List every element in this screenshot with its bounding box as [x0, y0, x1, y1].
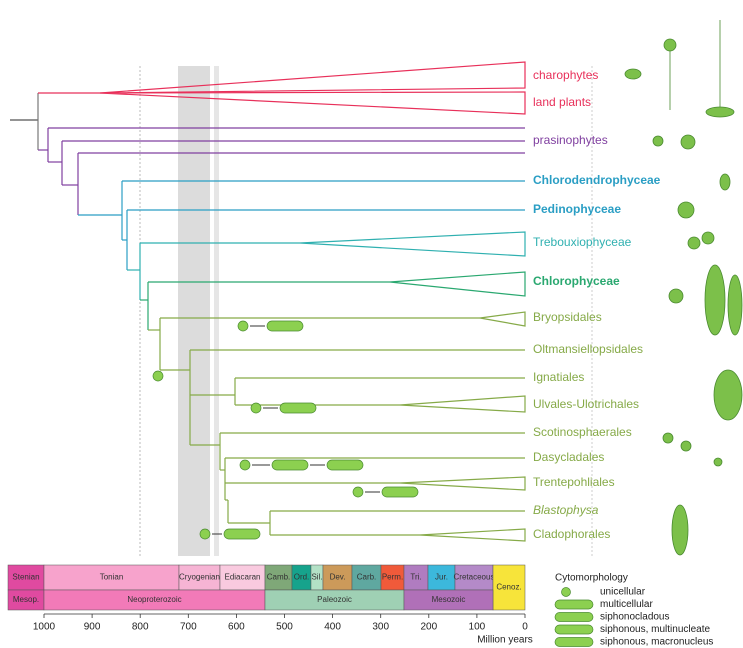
cryogenian-band [178, 66, 210, 556]
illustrations [624, 20, 743, 556]
period-box [43, 564, 180, 591]
period-box [178, 564, 221, 591]
axis-label: Million years [477, 635, 533, 646]
period-box [454, 564, 494, 591]
cryogenian-band-2 [214, 66, 219, 556]
period-label: Cryogenian [179, 573, 220, 582]
period-label: Perm. [382, 573, 403, 582]
tick-label: 800 [132, 622, 149, 633]
cytomorph-icon [381, 486, 419, 498]
tick-label: 300 [372, 622, 389, 633]
period-box [219, 564, 266, 591]
period-label: Carb. [357, 573, 377, 582]
clade-label: prasinophytes [533, 133, 608, 147]
clade-label: Chlorodendrophyceae [533, 173, 661, 187]
period-box [403, 564, 429, 591]
period-label: Ediacaran [224, 573, 260, 582]
clade-label: Ulvales-Ulotrichales [533, 397, 639, 411]
collapsed-clade [399, 476, 526, 491]
era-label: Mesop. [13, 595, 39, 604]
cytomorph-icon [223, 528, 261, 540]
clade-label: Blastophysa [533, 503, 599, 517]
timescale: Stenian Tonian Cryogenian Ediacaran Camb. Ord… [7, 564, 526, 611]
collapsed-clade [299, 231, 526, 257]
period-label: Cenoz. [496, 583, 521, 592]
cytomorph-icon [266, 320, 304, 332]
cytomorph-icon [199, 528, 211, 540]
period-label: Jur. [435, 573, 448, 582]
period-label: Stenian [12, 573, 39, 582]
tick-label: 600 [228, 622, 245, 633]
legend-label: siphonocladous [600, 612, 670, 623]
clade-label: Chlorophyceae [533, 274, 620, 288]
period-label: Cretaceous [454, 573, 495, 582]
era-label: Neoproterozoic [127, 595, 181, 604]
cytomorph-icon [152, 370, 164, 382]
clade-labels: charophytes land plants prasinophytes Chlor… [533, 68, 661, 541]
clade-label: land plants [533, 95, 591, 109]
era-box [403, 589, 494, 611]
era-label: Mesozoic [432, 595, 466, 604]
tick-label: 0 [522, 622, 528, 633]
clade-label: Trebouxiophyceae [533, 235, 632, 249]
legend-label: siphonous, multinucleate [600, 624, 711, 635]
clade-label: Dasycladales [533, 450, 604, 464]
cytomorph-icon [237, 320, 249, 332]
tick-label: 900 [84, 622, 101, 633]
clade-label: Oltmansiellopsidales [533, 342, 643, 356]
clade-label: Ignatiales [533, 370, 584, 384]
cytomorph-icon [326, 459, 364, 471]
clade-label: Scotinosphaerales [533, 425, 632, 439]
period-box [322, 564, 353, 591]
legend-label: multicellular [600, 599, 653, 610]
legend-icon [554, 637, 594, 647]
cytomorph-icon [352, 486, 364, 498]
period-box [264, 564, 293, 591]
collapsed-clade [99, 61, 526, 94]
collapsed-clade [479, 311, 526, 327]
period-label: Tri. [410, 573, 421, 582]
collapsed-clade [99, 91, 526, 115]
clade-label: Pedinophyceae [533, 202, 621, 216]
tick-label: 1000 [33, 622, 56, 633]
clade-label: Cladophorales [533, 527, 610, 541]
legend-icon [554, 624, 594, 635]
cytomorph-icon [271, 459, 309, 471]
period-box [492, 564, 526, 611]
legend-title: Cytomorphology [555, 573, 628, 584]
legend-label: unicellular [600, 587, 646, 598]
cytomorph-icon [239, 459, 251, 471]
period-label: Sil. [311, 573, 322, 582]
clade-label: Bryopsidales [533, 310, 602, 324]
period-box [7, 564, 45, 591]
tick-label: 700 [180, 622, 197, 633]
period-label: Ord. [294, 573, 310, 582]
era-label: Paleozoic [317, 595, 352, 604]
tick-label: 100 [469, 622, 486, 633]
period-label: Tonian [100, 573, 124, 582]
legend-icon [554, 612, 594, 622]
clade-label: Trentepohliales [533, 475, 615, 489]
period-label: Camb. [267, 573, 291, 582]
tick-label: 500 [276, 622, 293, 633]
legend-icon [561, 587, 571, 597]
legend-label: siphonous, macronucleus [600, 637, 713, 648]
tree [10, 61, 526, 542]
collapsed-clade [419, 528, 526, 542]
time-axis: 1000 900 800 700 600 500 400 300 200 100 0Million … [33, 613, 533, 646]
cytomorph-icon [250, 402, 262, 414]
period-box [351, 564, 382, 591]
tick-label: 200 [420, 622, 437, 633]
tick-label: 400 [324, 622, 341, 633]
collapsed-clade [389, 271, 526, 297]
clade-label: charophytes [533, 68, 598, 82]
legend-icon [554, 599, 594, 610]
collapsed-clade [399, 395, 526, 413]
cytomorph-icon [279, 402, 317, 414]
period-label: Dev. [330, 573, 346, 582]
